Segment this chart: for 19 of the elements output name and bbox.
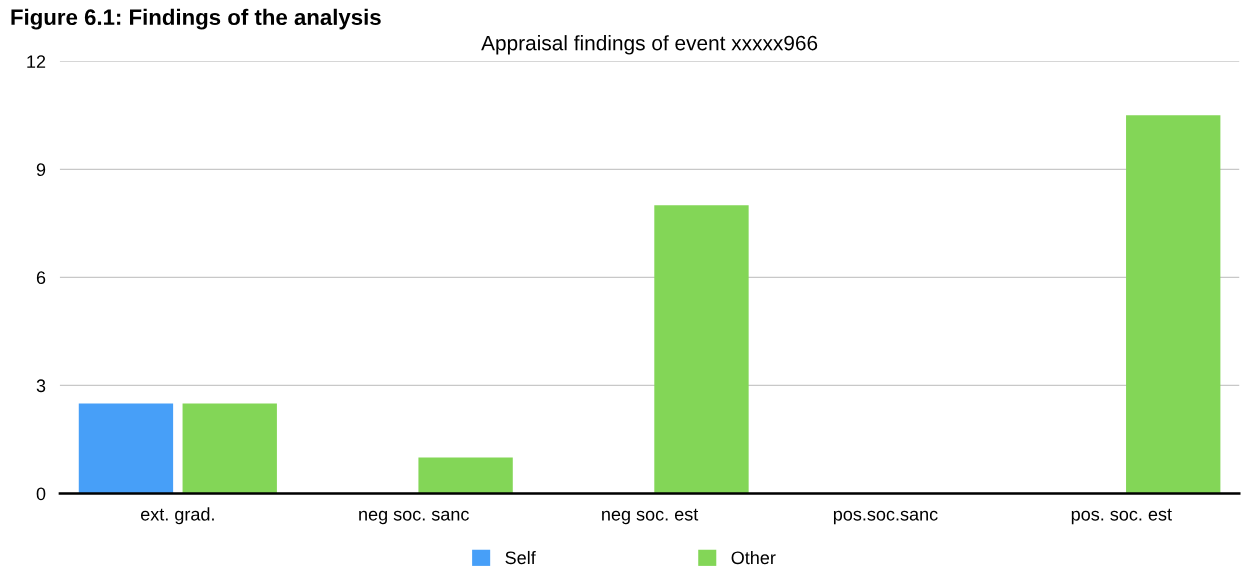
y-tick-label: 0 <box>36 487 46 501</box>
bar <box>1126 115 1221 494</box>
bar <box>182 403 277 494</box>
bar <box>418 457 513 494</box>
bar <box>654 205 749 494</box>
x-tick-label: neg soc. est <box>602 508 699 525</box>
legend-label: Other <box>731 550 776 565</box>
y-tick-label: 9 <box>36 163 46 177</box>
x-tick-label: pos. soc. est <box>1071 508 1172 525</box>
chart-title: Appraisal findings of event xxxxx966 <box>481 35 818 55</box>
y-tick-label: 12 <box>27 55 46 68</box>
y-tick-label: 6 <box>36 271 46 285</box>
x-tick-label: pos.soc.sanc <box>833 510 938 525</box>
caption: Figure 6.1: Findings of the analysis <box>11 8 381 30</box>
x-tick-label: ext. grad. <box>140 507 214 525</box>
legend-label: Self <box>505 550 536 565</box>
x-tick-label: neg soc. sanc <box>359 510 469 525</box>
bar <box>78 403 174 494</box>
y-tick-label: 3 <box>36 379 46 393</box>
